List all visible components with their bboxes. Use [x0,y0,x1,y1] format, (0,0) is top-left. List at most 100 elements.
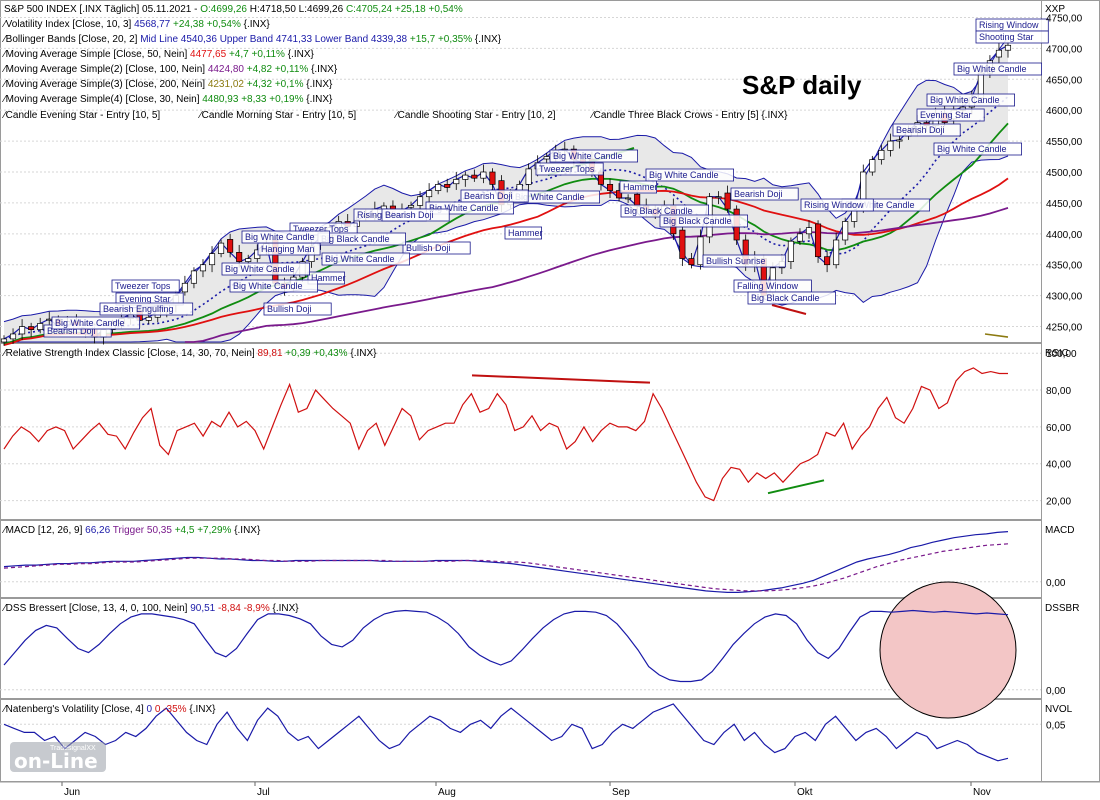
bear-candle [606,184,614,191]
bull-candle [199,264,207,272]
bear-candle [236,252,243,262]
pattern-label-box [800,198,874,212]
legend-label: ⁄Moving Average Simple(2) [Close, 100, N… [1,64,208,75]
pattern-label: Big White Candle [649,170,719,180]
bear-candle [227,239,234,253]
bear-candle [815,223,822,258]
bull-candle [417,196,424,206]
rsi-tick-label: 40,00 [1046,460,1071,471]
pattern-label-box [99,302,194,316]
price-tick-label: 4350,00 [1046,261,1083,272]
legend-change: +8,33 +0,19% [241,94,306,105]
legend-label: ⁄Volatility Index [Close, 10, 3] [1,19,134,30]
bull-candle [426,190,433,198]
bear-candle [616,190,623,199]
pattern-label: Evening Star [920,110,972,120]
bear-candle [28,326,35,330]
watermark-big: on-Line [14,749,98,773]
bull-candle [245,258,252,262]
legend-suffix: {.INX} [311,64,338,75]
legend-suffix: {.INX} [288,49,315,60]
month-label-jul: Jul [257,787,270,798]
bull-candle [46,318,53,321]
bull-candle [480,171,487,179]
pattern-label-box [381,208,450,222]
pattern-label-box [926,93,1015,107]
trendline-red-down [771,304,807,315]
candle-scan-legend: ⁄Candle Evening Star - Entry [10, 5] ⁄Can… [1,110,788,121]
legend-change: +4,82 +0,11% [247,64,311,75]
price-tick-label: 4550,00 [1046,137,1083,148]
price-tick-label: 4600,00 [1046,106,1083,117]
legend-change: +4,32 +0,1% [247,79,307,90]
legend-line-2: ⁄Bollinger Bands [Close, 20, 2] Mid Line… [1,34,502,45]
pattern-label: Big Black Candle [624,206,693,216]
pattern-label: Hammer [508,228,543,238]
legend-change: +15,7 +0,35% [410,34,475,45]
bull-candle [190,270,197,284]
price-tick-label: 4400,00 [1046,230,1083,241]
pattern-label: Big White Candle [245,232,315,242]
legend-line-5: ⁄Moving Average Simple(3) [Close, 200, N… [1,79,333,90]
bull-candle [842,221,849,241]
pattern-label: Big White Candle [515,192,585,202]
pattern-label: Big Black Candle [751,293,820,303]
pattern-label-box [659,214,748,228]
legend-label: ⁄Bollinger Bands [Close, 20, 2] [1,34,140,45]
month-label-jun: Jun [64,787,80,798]
bear-candle [688,258,695,266]
bull-candle [805,227,813,235]
bull-candle [453,179,460,185]
price-tick-label: 4700,00 [1046,44,1083,55]
bull-candle [896,139,903,142]
rsi-axis-label: RSIC [1045,348,1069,359]
macd-legend: ⁄MACD [12, 26, 9] 66,26 Trigger 50,35 +4… [1,525,261,536]
ma50-line [3,177,1009,346]
pattern-label-box [402,241,471,255]
ma200-line [984,333,1009,338]
pattern-label: Bearish Doji [385,210,434,220]
pattern-label-box [892,123,961,137]
pattern-label: Big White Candle [553,151,623,161]
axis-label-layer: 4750,00 4700,00 4650,00 4600,00 4550,00 4500,… [61,13,1083,798]
rsi-divergence-line [471,374,651,384]
legend-value: 4231,02 [208,79,247,90]
legend-value: 4568,77 [134,19,173,30]
dss-legend: ⁄DSS Bressert [Close, 13, 4, 0, 100, Nei… [1,603,299,614]
bull-candle [887,140,894,151]
dss-axis-label: DSSBR [1045,603,1079,614]
bull-candle [0,338,8,343]
bear-candle [471,174,478,179]
candle-scan-3: ⁄Candle Shooting Star - Entry [10, 2] [393,110,556,121]
pattern-label: Bearish Doji [47,326,96,336]
legend-change: +24,38 +0,54% [173,19,244,30]
rsi-line [3,367,1008,502]
macd-tick-label: 0,00 [1046,578,1066,589]
dss-highlight-circle [879,581,1017,719]
bear-candle [444,184,451,188]
legend-line-1: ⁄Volatility Index [Close, 10, 3] 4568,77… [1,19,270,30]
pattern-label-box [916,108,985,122]
pattern-label: Big White Candle [930,95,1000,105]
pattern-label: Bearish Engulfing [103,304,174,314]
bull-candle [878,150,885,160]
legend-label: ⁄Moving Average Simple [Close, 50, Nein] [1,49,190,60]
macd-trigger-line [3,543,1009,592]
pattern-label-box [730,187,799,201]
bull-candle [181,282,188,293]
price-axis-label: XXP [1045,4,1065,15]
price-tick-label: 4450,00 [1046,199,1083,210]
price-tick-label: 4750,00 [1046,13,1083,24]
bear-candle [824,256,831,266]
price-tick-label: 4250,00 [1046,323,1083,334]
pattern-label-box [645,168,734,182]
pattern-label: Big White Candle [233,281,303,291]
legend-suffix: {.INX} [306,94,333,105]
bull-candle [1004,44,1012,51]
rsi-tick-label: 20,00 [1046,497,1071,508]
pattern-label: Hanging Man [261,244,315,254]
ma100-line [184,207,1009,343]
pattern-label: Bearish Doji [896,125,945,135]
